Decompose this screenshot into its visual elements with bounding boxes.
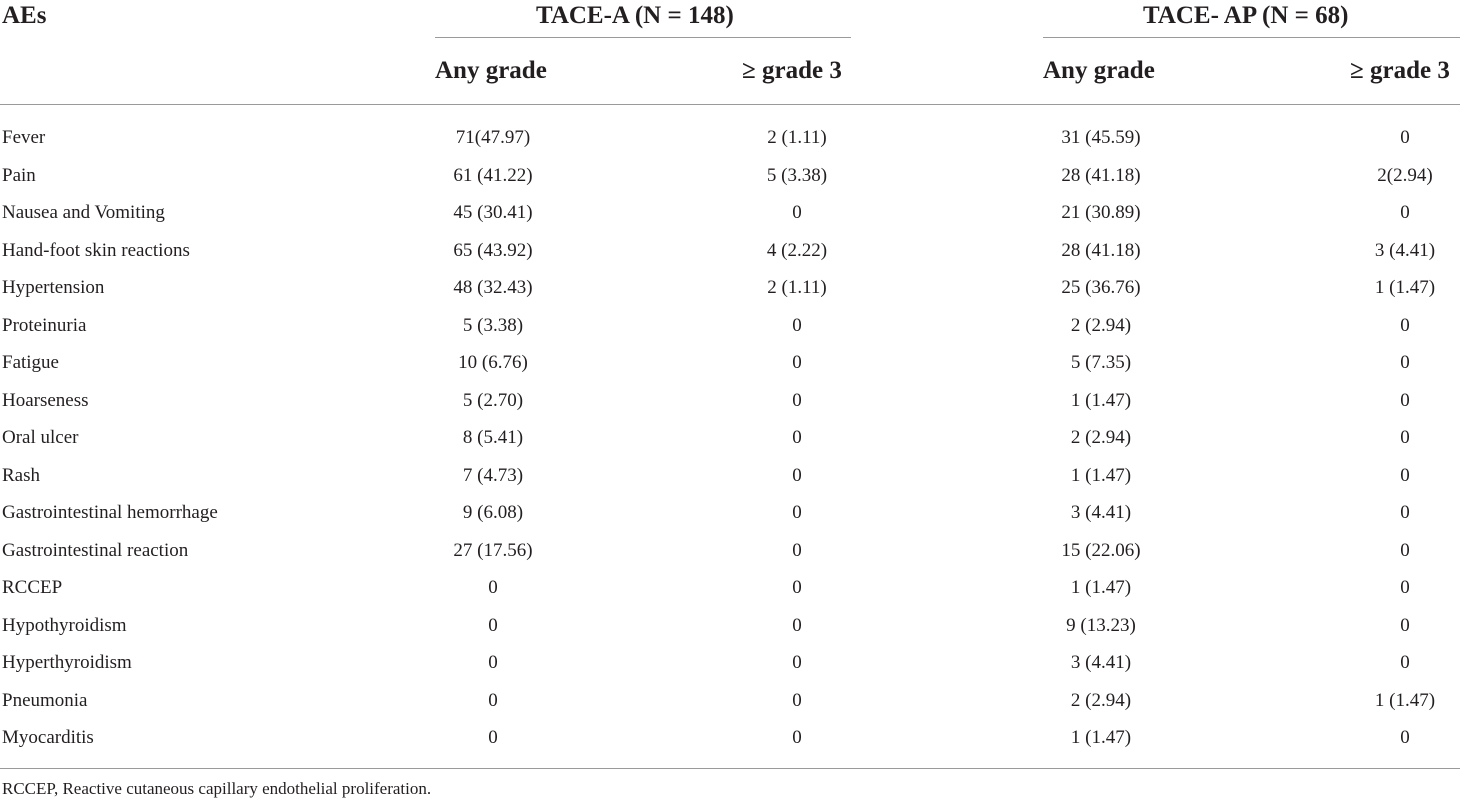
row-label-ae: Myocarditis	[2, 727, 94, 748]
row-label-ae: Hand-foot skin reactions	[2, 239, 190, 261]
cell-tace-ap-grade3: 0	[1400, 727, 1410, 748]
row-label-ae: Rash	[2, 464, 40, 486]
cell-tace-ap-grade3: 0	[1400, 202, 1410, 223]
cell-tace-ap-any-grade: 1 (1.47)	[1070, 389, 1132, 411]
cell-tace-ap-grade3: 0	[1400, 314, 1410, 336]
cell-tace-ap-any-grade: 2 (2.94)	[1070, 314, 1132, 336]
cell-tace-a-any-grade: 0	[488, 577, 498, 598]
row-label-ae: Gastrointestinal hemorrhage	[2, 502, 218, 523]
cell-tace-ap-any-grade: 28 (41.18)	[1061, 164, 1141, 186]
cell-tace-ap-grade3: 1 (1.47)	[1374, 277, 1436, 298]
row-label-ae: Hyperthyroidism	[2, 652, 132, 673]
cell-tace-ap-any-grade: 1 (1.47)	[1070, 464, 1132, 486]
cell-tace-a-grade3: 0	[792, 389, 802, 411]
cell-tace-a-any-grade: 7 (4.73)	[462, 464, 524, 486]
row-label-ae: Hypothyroidism	[2, 614, 127, 636]
row-label-ae: Proteinuria	[2, 314, 87, 336]
cell-tace-ap-grade3: 0	[1400, 652, 1410, 673]
cell-tace-ap-any-grade: 28 (41.18)	[1061, 239, 1141, 261]
cell-tace-a-any-grade: 0	[488, 614, 498, 636]
cell-tace-ap-any-grade: 25 (36.76)	[1061, 277, 1141, 298]
cell-tace-a-grade3: 0	[792, 314, 802, 336]
col-header-aes: AEs	[2, 2, 47, 29]
cell-tace-ap-grade3: 0	[1400, 127, 1410, 148]
cell-tace-a-any-grade: 48 (32.43)	[453, 277, 533, 298]
cell-tace-ap-grade3: 0	[1400, 427, 1410, 448]
cell-tace-a-grade3: 4 (2.22)	[766, 239, 828, 261]
cell-tace-a-grade3: 2 (1.11)	[767, 277, 827, 298]
cell-tace-ap-any-grade: 2 (2.94)	[1070, 689, 1132, 711]
sub-header-tace-ap-grade3: ≥ grade 3	[1350, 57, 1450, 84]
cell-tace-ap-any-grade: 9 (13.23)	[1066, 614, 1136, 636]
cell-tace-ap-any-grade: 15 (22.06)	[1061, 539, 1141, 561]
cell-tace-a-grade3: 0	[792, 577, 802, 598]
cell-tace-ap-any-grade: 2 (2.94)	[1070, 427, 1132, 448]
cell-tace-a-any-grade: 9 (6.08)	[462, 502, 524, 523]
group-header-tace-ap: TACE- AP (N = 68)	[1143, 2, 1349, 29]
row-label-ae: Pneumonia	[2, 689, 88, 711]
group-rule-tace-a	[435, 37, 851, 38]
table-bottom-rule	[0, 768, 1460, 769]
row-label-ae: Nausea and Vomiting	[2, 202, 165, 223]
cell-tace-a-grade3: 0	[792, 652, 802, 673]
group-rule-tace-ap	[1043, 37, 1460, 38]
cell-tace-a-any-grade: 10 (6.76)	[458, 352, 528, 373]
cell-tace-a-any-grade: 5 (2.70)	[462, 389, 524, 411]
row-label-ae: Hoarseness	[2, 389, 89, 411]
row-label-ae: RCCEP	[2, 577, 63, 598]
cell-tace-ap-any-grade: 5 (7.35)	[1070, 352, 1132, 373]
cell-tace-a-grade3: 0	[792, 352, 802, 373]
cell-tace-ap-grade3: 3 (4.41)	[1374, 239, 1436, 261]
header-bottom-rule	[0, 104, 1460, 105]
row-label-ae: Pain	[2, 164, 36, 186]
cell-tace-a-any-grade: 61 (41.22)	[453, 164, 533, 186]
sub-header-tace-ap-any-grade: Any grade	[1043, 57, 1155, 84]
cell-tace-a-grade3: 0	[792, 502, 802, 523]
cell-tace-ap-grade3: 0	[1400, 614, 1410, 636]
cell-tace-a-grade3: 5 (3.38)	[766, 164, 828, 186]
cell-tace-ap-grade3: 0	[1400, 352, 1410, 373]
cell-tace-ap-any-grade: 31 (45.59)	[1061, 127, 1141, 148]
cell-tace-ap-grade3: 0	[1400, 464, 1410, 486]
cell-tace-a-grade3: 0	[792, 539, 802, 561]
cell-tace-a-grade3: 0	[792, 427, 802, 448]
cell-tace-a-any-grade: 5 (3.38)	[462, 314, 524, 336]
cell-tace-a-grade3: 0	[792, 689, 802, 711]
cell-tace-a-grade3: 0	[792, 614, 802, 636]
row-label-ae: Gastrointestinal reaction	[2, 539, 189, 561]
cell-tace-a-any-grade: 8 (5.41)	[462, 427, 524, 448]
cell-tace-ap-grade3: 0	[1400, 502, 1410, 523]
cell-tace-a-grade3: 0	[792, 202, 802, 223]
cell-tace-a-grade3: 0	[792, 464, 802, 486]
row-label-ae: Fatigue	[2, 352, 59, 373]
cell-tace-a-any-grade: 27 (17.56)	[453, 539, 533, 561]
row-label-ae: Hypertension	[2, 277, 105, 298]
cell-tace-a-grade3: 0	[792, 727, 802, 748]
sub-header-tace-a-any-grade: Any grade	[435, 57, 547, 84]
cell-tace-ap-any-grade: 21 (30.89)	[1061, 202, 1141, 223]
cell-tace-ap-grade3: 2(2.94)	[1377, 164, 1433, 186]
cell-tace-ap-any-grade: 1 (1.47)	[1070, 727, 1132, 748]
row-label-ae: Oral ulcer	[2, 427, 79, 448]
cell-tace-a-any-grade: 71(47.97)	[455, 127, 531, 148]
cell-tace-ap-grade3: 1 (1.47)	[1374, 689, 1436, 711]
table-footnote: RCCEP, Reactive cutaneous capillary endo…	[2, 779, 432, 798]
cell-tace-ap-grade3: 0	[1400, 539, 1410, 561]
cell-tace-a-grade3: 2 (1.11)	[767, 127, 827, 148]
sub-header-tace-a-grade3: ≥ grade 3	[742, 57, 842, 84]
cell-tace-ap-grade3: 0	[1400, 577, 1410, 598]
cell-tace-ap-any-grade: 3 (4.41)	[1070, 502, 1132, 523]
group-header-tace-a: TACE-A (N = 148)	[536, 2, 734, 29]
cell-tace-a-any-grade: 45 (30.41)	[453, 202, 533, 223]
cell-tace-a-any-grade: 65 (43.92)	[453, 239, 533, 261]
cell-tace-ap-grade3: 0	[1400, 389, 1410, 411]
cell-tace-a-any-grade: 0	[488, 689, 498, 711]
cell-tace-a-any-grade: 0	[488, 652, 498, 673]
row-label-ae: Fever	[2, 127, 46, 148]
cell-tace-ap-any-grade: 3 (4.41)	[1070, 652, 1132, 673]
cell-tace-ap-any-grade: 1 (1.47)	[1070, 577, 1132, 598]
cell-tace-a-any-grade: 0	[488, 727, 498, 748]
